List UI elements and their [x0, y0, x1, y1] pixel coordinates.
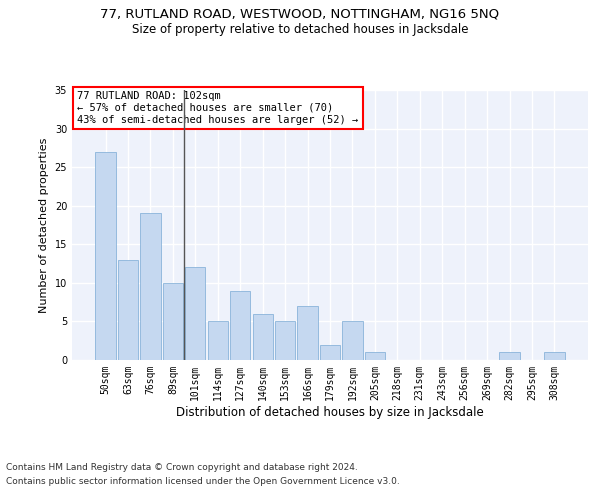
Bar	[253, 314, 273, 360]
Bar	[185, 268, 205, 360]
Bar	[298, 306, 317, 360]
Text: Size of property relative to detached houses in Jacksdale: Size of property relative to detached ho…	[132, 22, 468, 36]
Bar	[140, 214, 161, 360]
X-axis label: Distribution of detached houses by size in Jacksdale: Distribution of detached houses by size …	[176, 406, 484, 418]
Text: Contains HM Land Registry data © Crown copyright and database right 2024.: Contains HM Land Registry data © Crown c…	[6, 464, 358, 472]
Bar	[365, 352, 385, 360]
Bar	[95, 152, 116, 360]
Text: Contains public sector information licensed under the Open Government Licence v3: Contains public sector information licen…	[6, 477, 400, 486]
Bar	[343, 322, 362, 360]
Bar	[499, 352, 520, 360]
Bar	[275, 322, 295, 360]
Bar	[320, 344, 340, 360]
Text: 77, RUTLAND ROAD, WESTWOOD, NOTTINGHAM, NG16 5NQ: 77, RUTLAND ROAD, WESTWOOD, NOTTINGHAM, …	[100, 8, 500, 20]
Bar	[118, 260, 138, 360]
Bar	[230, 290, 250, 360]
Text: 77 RUTLAND ROAD: 102sqm
← 57% of detached houses are smaller (70)
43% of semi-de: 77 RUTLAND ROAD: 102sqm ← 57% of detache…	[77, 92, 358, 124]
Y-axis label: Number of detached properties: Number of detached properties	[39, 138, 49, 312]
Bar	[163, 283, 183, 360]
Bar	[208, 322, 228, 360]
Bar	[544, 352, 565, 360]
